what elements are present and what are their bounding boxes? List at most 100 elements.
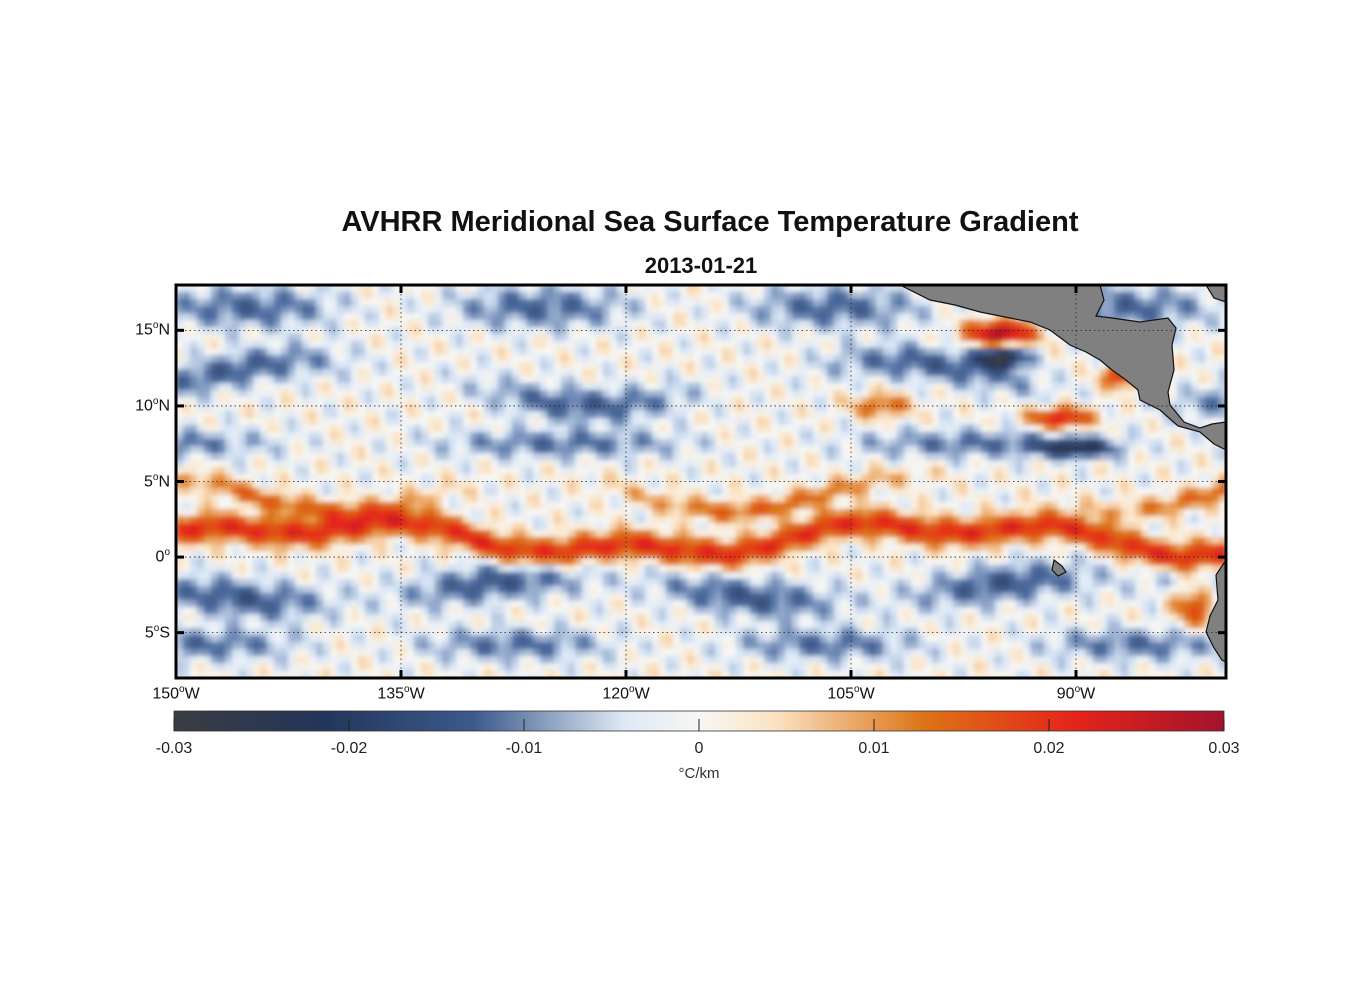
field-cell xyxy=(925,306,933,314)
field-cell xyxy=(372,474,380,482)
field-cell xyxy=(302,439,310,447)
field-cell xyxy=(547,509,555,517)
field-cell xyxy=(750,369,758,377)
field-cell xyxy=(946,411,954,419)
field-cell xyxy=(1184,292,1192,300)
field-cell xyxy=(190,397,198,405)
field-cell xyxy=(1002,460,1010,468)
field-cell xyxy=(547,299,555,307)
field-cell xyxy=(792,334,800,342)
field-cell xyxy=(407,418,415,426)
field-cell xyxy=(617,453,625,461)
field-cell xyxy=(904,397,912,405)
field-cell xyxy=(897,376,905,384)
field-cell xyxy=(1205,306,1213,314)
field-cell xyxy=(253,334,261,342)
field-cell xyxy=(512,488,520,496)
field-cell xyxy=(680,411,688,419)
field-cell xyxy=(757,439,765,447)
field-cell xyxy=(1100,369,1108,377)
field-cell xyxy=(449,439,457,447)
field-cell xyxy=(1044,425,1052,433)
field-cell xyxy=(673,292,681,300)
field-cell xyxy=(491,495,499,503)
field-cell xyxy=(967,383,975,391)
field-cell xyxy=(799,425,807,433)
field-cell xyxy=(400,292,408,300)
field-cell xyxy=(414,460,422,468)
field-cell xyxy=(1156,460,1164,468)
field-cell xyxy=(519,467,527,475)
field-cell xyxy=(1114,376,1122,384)
field-cell xyxy=(890,348,898,356)
field-cell xyxy=(932,474,940,482)
field-cell xyxy=(505,488,513,496)
field-cell xyxy=(1058,383,1066,391)
field-cell xyxy=(414,411,422,419)
field-cell xyxy=(841,418,849,426)
field-cell xyxy=(1058,362,1066,370)
field-cell xyxy=(428,488,436,496)
field-cell xyxy=(911,411,919,419)
field-cell xyxy=(932,488,940,496)
field-cell xyxy=(330,306,338,314)
field-cell xyxy=(526,411,534,419)
field-cell xyxy=(1142,495,1150,503)
field-cell xyxy=(638,299,646,307)
field-cell xyxy=(533,404,541,412)
field-cell xyxy=(1121,292,1129,300)
field-cell xyxy=(253,509,261,517)
field-cell xyxy=(834,362,842,370)
field-cell xyxy=(918,425,926,433)
field-cell xyxy=(666,509,674,517)
field-cell xyxy=(722,446,730,454)
field-cell xyxy=(470,467,478,475)
field-cell xyxy=(1184,376,1192,384)
field-cell xyxy=(288,495,296,503)
field-cell xyxy=(722,509,730,517)
field-cell xyxy=(638,355,646,363)
field-cell xyxy=(491,362,499,370)
field-cell xyxy=(827,397,835,405)
field-cell xyxy=(876,397,884,405)
field-cell xyxy=(666,397,674,405)
field-cell xyxy=(253,355,261,363)
field-cell xyxy=(442,292,450,300)
field-cell xyxy=(365,467,373,475)
field-cell xyxy=(806,439,814,447)
field-cell xyxy=(379,341,387,349)
field-cell xyxy=(764,467,772,475)
field-cell xyxy=(288,418,296,426)
field-cell xyxy=(1212,369,1220,377)
field-cell xyxy=(666,425,674,433)
field-cell xyxy=(771,397,779,405)
field-cell xyxy=(596,439,604,447)
field-cell xyxy=(687,306,695,314)
field-cell xyxy=(820,474,828,482)
field-cell xyxy=(869,481,877,489)
field-cell xyxy=(302,446,310,454)
field-cell xyxy=(344,509,352,517)
field-cell xyxy=(260,376,268,384)
field-cell xyxy=(1107,432,1115,440)
field-cell xyxy=(176,453,184,461)
field-cell xyxy=(883,313,891,321)
field-cell xyxy=(764,369,772,377)
field-cell xyxy=(1037,390,1045,398)
field-cell xyxy=(393,467,401,475)
field-cell xyxy=(750,418,758,426)
field-cell xyxy=(841,432,849,440)
field-cell xyxy=(953,425,961,433)
field-cell xyxy=(1135,495,1143,503)
field-cell xyxy=(351,516,359,524)
field-cell xyxy=(1093,362,1101,370)
field-cell xyxy=(715,467,723,475)
field-cell xyxy=(1058,369,1066,377)
field-cell xyxy=(1219,306,1226,314)
field-cell xyxy=(764,313,772,321)
field-cell xyxy=(547,425,555,433)
field-cell xyxy=(827,467,835,475)
field-cell xyxy=(680,306,688,314)
field-cell xyxy=(645,320,653,328)
field-cell xyxy=(1128,292,1136,300)
